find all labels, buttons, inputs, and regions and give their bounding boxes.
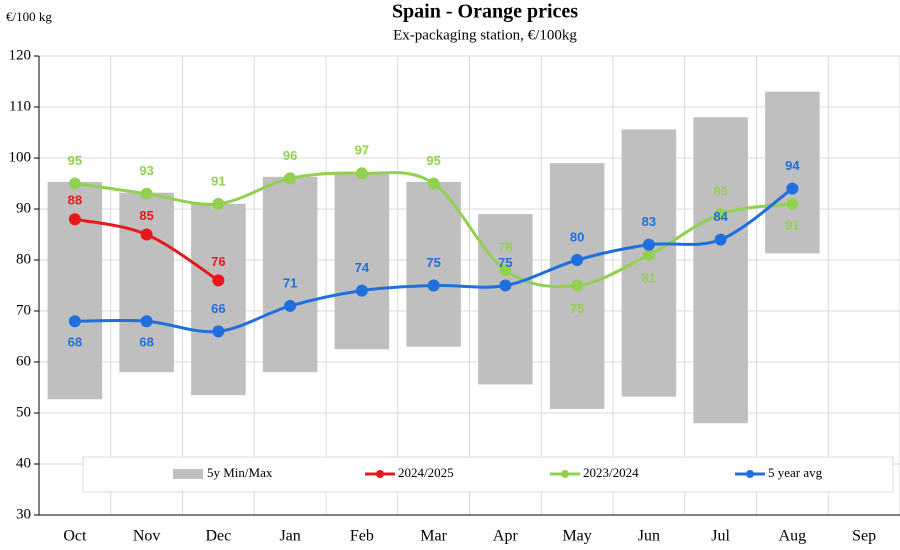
legend-swatch [173,469,203,479]
series-point [140,187,153,200]
x-tick-label: Mar [420,528,447,545]
data-label: 93 [139,163,153,178]
x-tick-label: Feb [350,528,374,545]
data-label: 80 [570,229,584,244]
range-bar [334,173,390,350]
data-label: 71 [283,275,297,290]
series-point [212,325,225,338]
y-tick-label: 50 [16,404,31,420]
data-label: 91 [211,173,225,188]
range-bar [262,176,318,373]
y-tick-label: 70 [16,302,31,318]
y-tick-label: 120 [9,47,32,63]
series-point [355,284,368,297]
range-bar [693,117,748,424]
x-tick-label: Jan [279,528,300,545]
series-point [284,172,297,185]
x-tick-label: Sep [852,528,876,545]
series-point [786,182,799,195]
x-tick-label: Apr [493,528,519,545]
series-point [355,167,368,180]
data-label: 66 [211,301,225,316]
x-tick-label: May [562,528,591,545]
y-tick-label: 80 [16,251,31,267]
y-tick-label: 60 [16,353,31,369]
legend-label: 5y Min/Max [207,465,273,480]
range-bar [406,181,461,347]
chart-title: Spain - Orange prices [392,1,578,23]
series-point [642,248,655,261]
series-point [714,233,727,246]
legend-label: 2024/2025 [398,465,454,480]
x-tick-label: Jul [711,528,730,545]
data-label: 89 [713,184,727,199]
series-point [427,279,440,292]
data-label: 83 [642,214,656,229]
range-bar [621,129,677,397]
data-label: 94 [785,158,800,173]
data-label: 97 [355,143,369,158]
series-point [427,177,440,190]
series-point [140,228,153,241]
data-label: 68 [68,335,82,350]
legend-marker [561,470,569,478]
legend-label: 5 year avg [768,465,823,480]
legend-marker [376,470,384,478]
chart-subtitle: Ex-packaging station, €/100kg [393,27,577,43]
y-tick-label: 40 [16,455,31,471]
series-point [499,264,512,277]
data-label: 84 [713,209,728,224]
x-tick-label: Jun [638,528,660,545]
y-axis-label: €/100 kg [6,9,52,24]
data-label: 88 [68,193,82,208]
series-point [140,315,153,328]
x-tick-label: Nov [133,528,161,545]
data-label: 96 [283,148,297,163]
series-point [499,279,512,292]
series-point [571,254,584,266]
range-bar [478,214,533,385]
series-point [642,238,655,251]
series-point [68,315,81,328]
data-label: 81 [642,270,656,285]
series-point [571,279,584,292]
range-bar [191,203,246,396]
legend-box [82,456,894,493]
series-point [786,197,799,210]
data-label: 95 [68,153,82,168]
data-label: 68 [139,335,153,350]
series-point [284,299,297,312]
y-tick-label: 90 [16,200,31,216]
data-label: 78 [498,240,512,255]
series-point [714,208,727,221]
x-tick-label: Oct [63,528,87,545]
data-label: 85 [139,208,153,223]
data-label: 76 [211,254,225,269]
series-point [68,213,81,226]
x-tick-label: Aug [779,528,807,545]
legend-label: 2023/2024 [583,465,639,480]
x-tick-label: Dec [205,528,231,545]
y-tick-label: 100 [9,149,32,165]
data-label: 75 [426,255,440,270]
series-point [212,197,225,210]
data-label: 74 [355,260,370,275]
y-tick-label: 30 [16,506,31,522]
series-point [212,274,225,287]
range-bar [765,91,820,254]
range-bar [119,192,174,373]
data-label: 91 [785,217,799,232]
data-label: 75 [570,301,584,316]
y-tick-label: 110 [9,98,31,114]
data-label: 75 [498,255,512,270]
data-label: 95 [426,153,440,168]
series-point [68,177,81,190]
legend-marker [746,470,754,478]
